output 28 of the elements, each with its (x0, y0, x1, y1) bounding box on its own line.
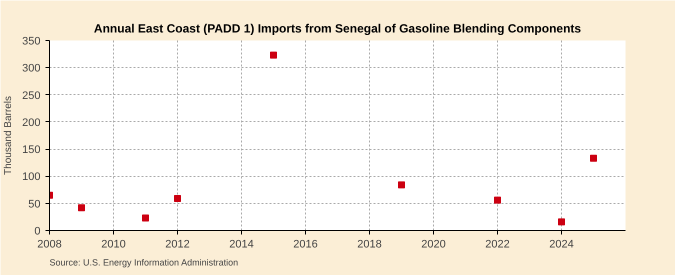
x-tick-label: 2016 (293, 238, 318, 250)
x-tick-label: 2018 (357, 238, 382, 250)
x-tick-label: 2014 (229, 238, 254, 250)
point (558, 218, 565, 226)
y-tick-label: 350 (22, 36, 41, 48)
point (174, 194, 181, 202)
x-tick-label: 2008 (37, 238, 62, 250)
point (590, 154, 597, 162)
x-tick-label: 2024 (549, 238, 574, 250)
chart-title: Annual East Coast (PADD 1) Imports from Senegal of Gasoline Blending Components (94, 22, 582, 36)
x-tick-label: 2020 (421, 238, 446, 250)
y-tick-label: 300 (22, 62, 41, 75)
y-tick-label: 200 (22, 116, 41, 129)
source-note: Source: U.S. Energy Information Administration (50, 258, 238, 268)
point (142, 214, 149, 222)
y-tick-label: 150 (22, 144, 41, 156)
y-tick-label: 250 (22, 90, 41, 102)
y-tick-label: 0 (34, 226, 41, 238)
y-axis-title: Thousand Barrels (3, 96, 14, 175)
x-tick-label: 2022 (485, 238, 510, 250)
point (270, 52, 277, 59)
point (398, 181, 405, 188)
point (78, 204, 85, 212)
point (494, 196, 501, 204)
x-tick-label: 2012 (165, 238, 190, 250)
y-tick-label: 100 (22, 171, 41, 184)
y-tick-label: 50 (28, 198, 41, 210)
x-tick-label: 2010 (101, 238, 126, 250)
